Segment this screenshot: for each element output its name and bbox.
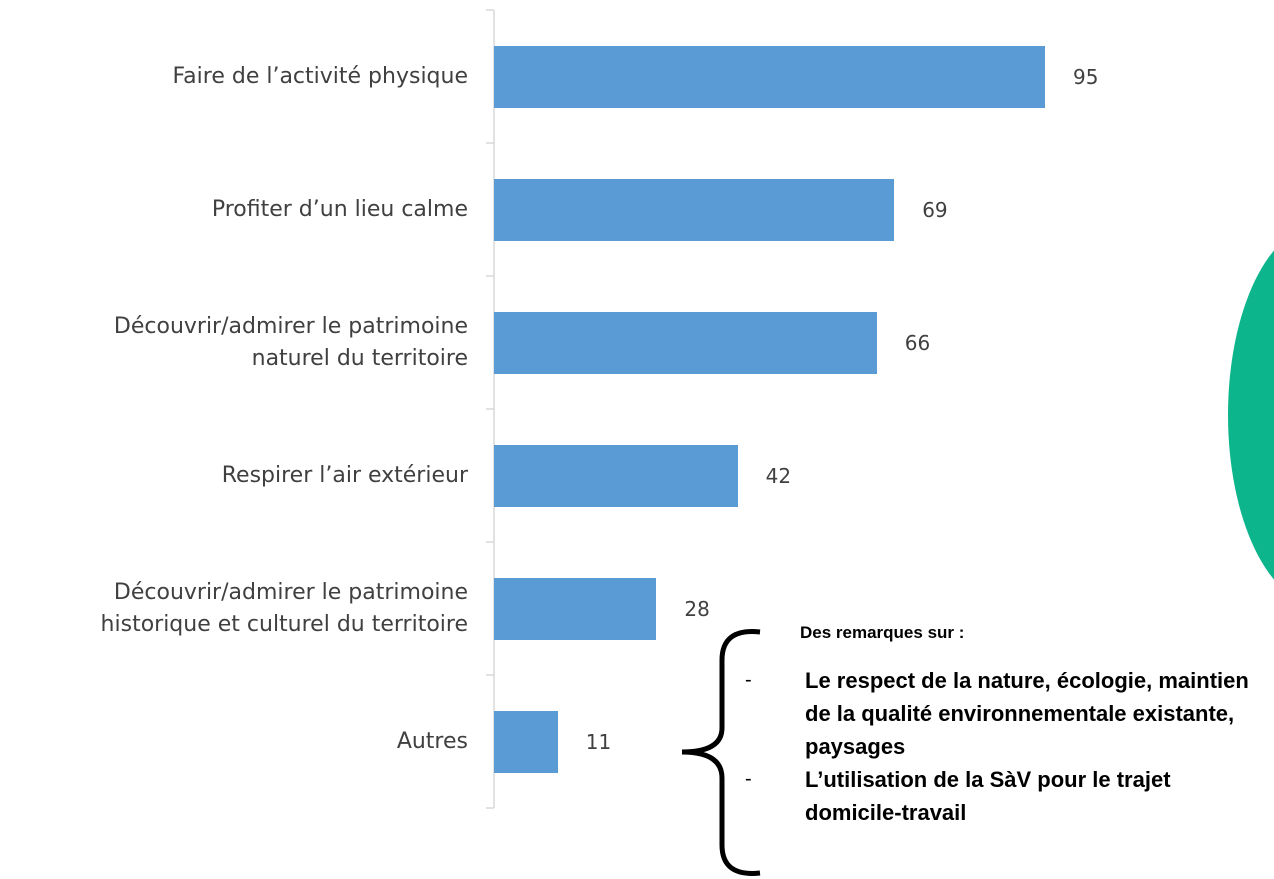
value-label: 11 (585, 729, 612, 754)
annotation-item: - Le respect de la nature, écologie, main… (745, 664, 1265, 763)
annotation-item: - L’utilisation de la SàV pour le trajet … (745, 763, 1265, 829)
bar (494, 45, 1045, 108)
annotation-title: Des remarques sur : (800, 623, 965, 642)
bar (494, 444, 738, 507)
category-label: Profiter d’un lieu calme (211, 196, 468, 222)
decor-shape (1228, 250, 1274, 580)
annotation-text: Le respect de la nature, écologie, maint… (805, 668, 1249, 759)
annotation-text: L’utilisation de la SàV pour le trajet d… (805, 767, 1171, 825)
bar (494, 178, 895, 241)
category-label: Respirer l’air extérieur (221, 462, 468, 488)
value-label: 95 (1073, 64, 1099, 89)
bar (494, 311, 877, 374)
category-label: Découvrir/admirer le patrimoine naturel … (113, 313, 468, 371)
bar (494, 710, 558, 773)
bullet: - (745, 669, 752, 691)
value-label: 28 (684, 596, 710, 621)
category-label: Découvrir/admirer le patrimoine historiq… (100, 579, 468, 637)
bar (494, 577, 657, 640)
value-label: 42 (765, 463, 792, 488)
category-label: Faire de l’activité physique (172, 63, 468, 89)
annotation-list: - Le respect de la nature, écologie, main… (745, 664, 1265, 829)
value-label: 69 (922, 197, 948, 222)
category-label: Autres (396, 728, 468, 754)
bullet: - (745, 768, 752, 790)
value-label: 66 (904, 330, 931, 355)
brace (681, 629, 761, 876)
